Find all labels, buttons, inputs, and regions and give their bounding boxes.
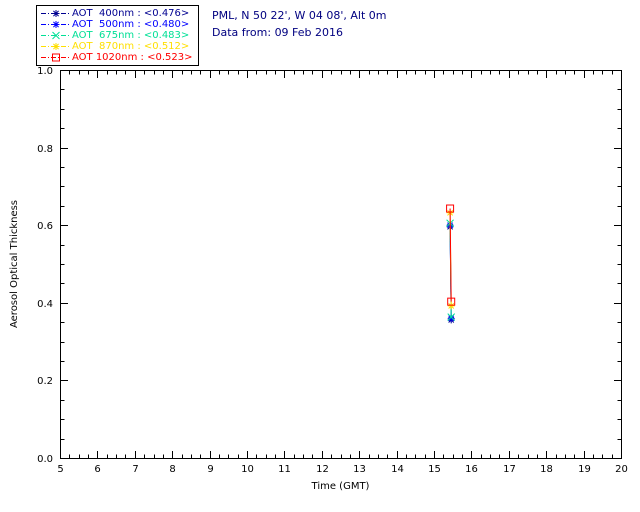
legend-sample-line: [41, 10, 71, 17]
y-tick-label: 1.0: [37, 66, 53, 77]
data-marker: [447, 313, 456, 322]
x-tick-label: 7: [132, 464, 138, 475]
plot-frame: [60, 70, 622, 459]
legend-label: AOT 500nm : <0.480>: [72, 19, 190, 30]
x-tick-label: 18: [540, 464, 553, 475]
legend-item: AOT 500nm : <0.480>: [40, 19, 192, 30]
x-tick-label: 8: [169, 464, 175, 475]
y-tick-label: 0.0: [37, 454, 53, 465]
data-marker: [447, 297, 456, 306]
legend-sample-line: [41, 31, 71, 40]
legend-sample-line: [41, 43, 71, 50]
legend-sample-line: [41, 53, 71, 62]
y-tick-label: 0.6: [37, 221, 53, 232]
data-marker: [52, 53, 60, 62]
x-tick-label: 10: [241, 464, 254, 475]
x-tick-label: 13: [353, 464, 366, 475]
series-aot-1020nm: [446, 204, 456, 306]
x-tick-label: 14: [391, 464, 404, 475]
x-tick-label: 11: [278, 464, 291, 475]
x-tick-label: 6: [94, 464, 100, 475]
station-info: PML, N 50 22', W 04 08', Alt 0m: [212, 9, 387, 22]
x-tick-label: 12: [316, 464, 329, 475]
data-marker: [447, 302, 455, 310]
legend-item: AOT 870nm : <0.512>: [40, 41, 192, 52]
x-tick-label: 19: [578, 464, 591, 475]
x-axis-ticks: 5 6 7 8 9 10 11 12 13 14 15 16 17 18 19 20: [57, 71, 628, 475]
legend-sample-line: [41, 21, 71, 28]
legend-item: AOT 675nm : <0.483>: [40, 30, 192, 41]
legend-label: AOT 870nm : <0.512>: [72, 41, 190, 52]
x-axis-title: Time (GMT): [311, 481, 370, 492]
header: PML, N 50 22', W 04 08', Alt 0m Data fro…: [212, 7, 386, 41]
data-marker: [52, 21, 60, 28]
legend-item: AOT 400nm : <0.476>: [40, 8, 192, 19]
data-marker: [52, 31, 60, 40]
x-tick-label: 20: [615, 464, 628, 475]
x-tick-label: 5: [57, 464, 63, 475]
x-tick-label: 9: [207, 464, 213, 475]
y-tick-label: 0.8: [37, 144, 53, 155]
legend-label: AOT 1020nm : <0.523>: [72, 52, 193, 63]
data-marker: [447, 314, 455, 322]
series-line: [449, 208, 452, 302]
legend-item: AOT 1020nm : <0.523>: [40, 52, 192, 63]
x-tick-label: 16: [465, 464, 478, 475]
data-marker: [52, 43, 60, 50]
x-tick-label: 17: [503, 464, 516, 475]
y-tick-label: 0.2: [37, 376, 53, 387]
legend-label: AOT 400nm : <0.476>: [72, 8, 190, 19]
legend: AOT 400nm : <0.476> AOT 500nm : <0.480> AO…: [36, 5, 200, 66]
y-axis-ticks: 0.0 0.2 0.4 0.6 0.8 1.0: [37, 66, 621, 465]
data-marker: [52, 10, 60, 17]
y-tick-label: 0.4: [37, 299, 53, 310]
y-axis-title: Aerosol Optical Thickness: [9, 200, 20, 328]
data-marker: [446, 204, 455, 213]
x-tick-label: 15: [428, 464, 441, 475]
data-date: Data from: 09 Feb 2016: [212, 26, 344, 39]
legend-label: AOT 675nm : <0.483>: [72, 30, 190, 41]
